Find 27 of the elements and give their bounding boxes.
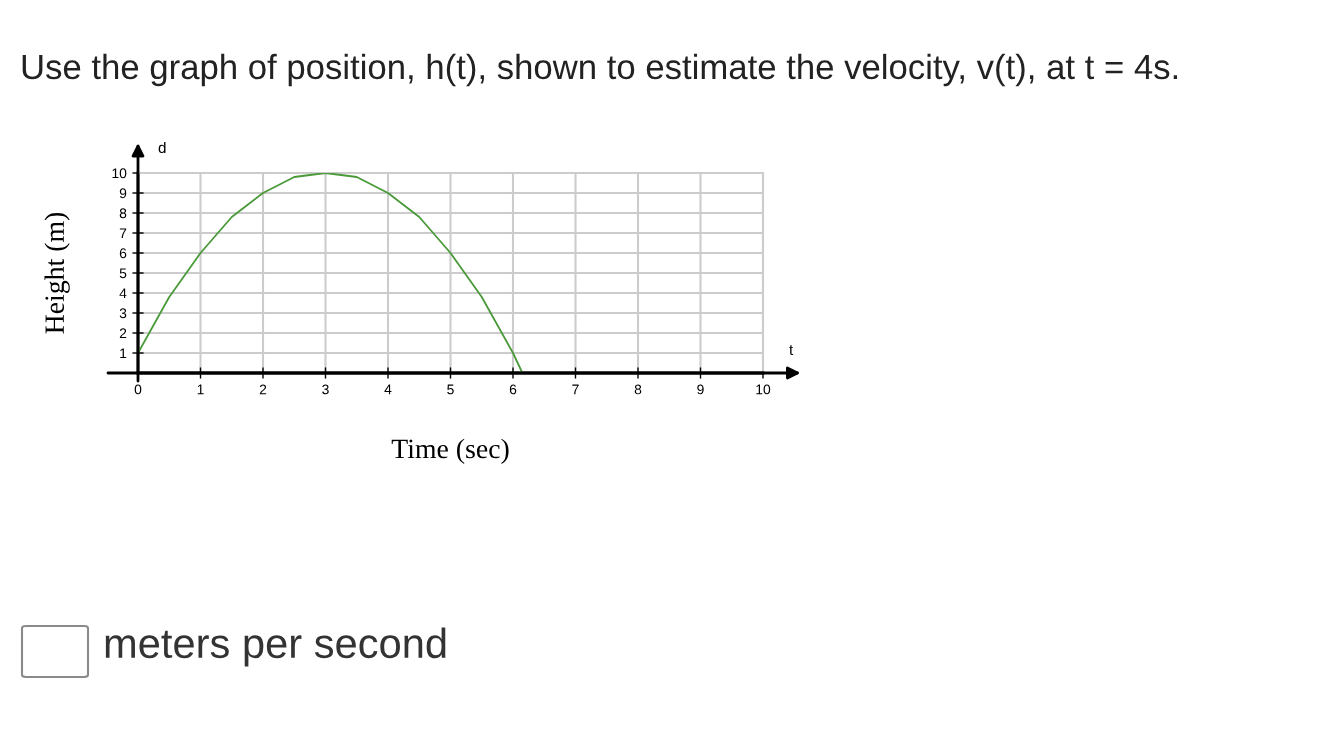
x-tick-label: 4 — [384, 384, 392, 395]
y-tick-label: 1 — [120, 348, 127, 359]
x-tick-label: 8 — [634, 384, 642, 395]
y-tick-label: 8 — [119, 208, 127, 219]
y-tick-label: 3 — [119, 308, 127, 319]
y-tick-label: 2 — [119, 328, 127, 339]
y-tick-label: 7 — [119, 228, 127, 239]
x-tick-label: 5 — [447, 384, 454, 395]
chart-title: Use the graph of position, h(t), shown to estimate the velocity, v(t), at t = 4s. — [22, 53, 1178, 87]
text: meters per second — [105, 627, 446, 667]
y-tick-label: 10 — [112, 168, 127, 179]
y-tick-label: 5 — [119, 268, 127, 279]
y-tick-label: 9 — [119, 188, 127, 199]
x-tick-label: 0 — [134, 384, 142, 395]
text: t — [789, 345, 794, 356]
x-tick-label: 9 — [697, 384, 704, 395]
text: d — [158, 141, 166, 154]
x-tick-label: 6 — [509, 384, 517, 395]
y-tick-label: 4 — [119, 288, 127, 299]
x-axis-title: Time (sec) — [391, 438, 509, 464]
x-tick-label: 2 — [259, 384, 267, 395]
x-tick-label: 10 — [756, 384, 771, 395]
x-tick-label: 1 — [197, 384, 204, 395]
x-tick-label: 3 — [322, 384, 329, 395]
y-axis-title: Height (m) — [44, 212, 70, 334]
x-tick-label: 7 — [572, 384, 579, 395]
y-tick-label: 6 — [119, 248, 127, 259]
